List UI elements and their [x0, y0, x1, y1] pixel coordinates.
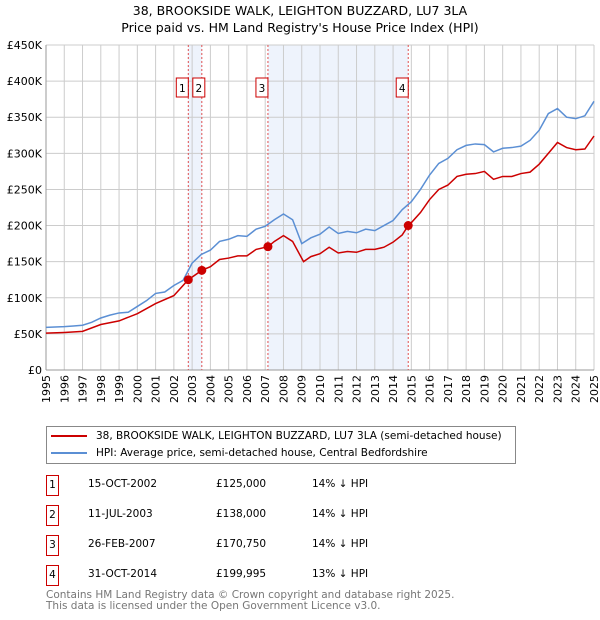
y-tick-label: £350K — [7, 111, 43, 124]
x-tick-label: 2025 — [588, 375, 600, 403]
x-tick-label: 2022 — [533, 375, 546, 403]
x-tick-label: 2008 — [277, 375, 290, 403]
x-tick-label: 2013 — [369, 375, 382, 403]
x-tick-label: 2002 — [168, 375, 181, 403]
legend-label-hpi: HPI: Average price, semi-detached house,… — [96, 447, 428, 459]
sale-number-badge: 1 — [46, 475, 59, 496]
sale-marker-label: 4 — [395, 77, 409, 98]
y-tick-label: £400K — [7, 75, 43, 88]
x-tick-label: 1998 — [95, 375, 108, 403]
sale-point — [183, 275, 193, 285]
legend: 38, BROOKSIDE WALK, LEIGHTON BUZZARD, LU… — [46, 426, 516, 464]
sale-marker-number: 4 — [399, 83, 406, 95]
chart-title: 38, BROOKSIDE WALK, LEIGHTON BUZZARD, LU… — [132, 3, 468, 18]
x-tick-label: 2007 — [259, 375, 272, 403]
sale-price: £125,000 — [216, 478, 267, 490]
sale-point — [403, 221, 413, 231]
x-tick-label: 2015 — [405, 375, 418, 403]
sale-date: 15-OCT-2002 — [88, 478, 157, 490]
plot-area: 1995 1996 1997 1998 1999 2000 2001 2002 2003 2004… — [7, 39, 600, 403]
sale-point — [263, 242, 273, 252]
sale-number-badge: 4 — [46, 565, 59, 586]
y-tick-label: £150K — [7, 256, 43, 269]
chart-subtitle: Price paid vs. HM Land Registry's House … — [121, 20, 479, 35]
sale-marker-box — [395, 77, 409, 98]
x-tick-label: 2012 — [351, 375, 364, 403]
x-tick-label: 2003 — [186, 375, 199, 403]
x-tick-label: 2009 — [296, 375, 309, 403]
sale-marker-label: 3 — [255, 77, 269, 98]
x-tick-label: 2021 — [515, 375, 528, 403]
sale-price: £138,000 — [216, 508, 267, 520]
sale-marker-label: 2 — [192, 77, 206, 98]
x-tick-label: 2006 — [241, 375, 254, 403]
sale-marker-box — [192, 77, 206, 98]
sale-hpi-diff: 13% ↓ HPI — [312, 568, 369, 580]
sale-hpi-diff: 14% ↓ HPI — [312, 508, 369, 520]
sale-marker-number: 1 — [179, 83, 186, 95]
y-tick-label: £0 — [28, 364, 42, 377]
x-tick-label: 2023 — [551, 375, 564, 403]
x-tick-label: 2011 — [332, 375, 345, 403]
y-tick-label: £300K — [7, 147, 43, 160]
x-tick-label: 2016 — [424, 375, 437, 403]
hpi-line — [45, 100, 595, 329]
y-tick-label: £200K — [7, 220, 43, 233]
x-tick-label: 2017 — [442, 375, 455, 403]
sale-marker-number: 3 — [259, 83, 266, 95]
x-tick-label: 2004 — [204, 375, 217, 403]
sale-point — [197, 265, 207, 275]
legend-swatch-hpi — [51, 452, 87, 454]
legend-label-property: 38, BROOKSIDE WALK, LEIGHTON BUZZARD, LU… — [96, 430, 502, 442]
x-tick-label: 2005 — [223, 375, 236, 403]
sale-date: 11-JUL-2003 — [88, 508, 153, 520]
sale-date: 26-FEB-2007 — [88, 538, 156, 550]
x-tick-label: 1996 — [58, 375, 71, 403]
y-tick-label: £250K — [7, 183, 43, 196]
y-tick-label: £450K — [7, 39, 43, 52]
legend-swatch-property — [51, 435, 87, 437]
sale-hpi-diff: 14% ↓ HPI — [312, 538, 369, 550]
x-tick-label: 1997 — [77, 375, 90, 403]
sale-marker-number: 2 — [195, 83, 202, 95]
y-tick-label: £50K — [14, 328, 43, 341]
sale-marker-label: 1 — [175, 77, 189, 98]
sale-number-badge: 3 — [46, 535, 59, 556]
x-tick-label: 2018 — [460, 375, 473, 403]
x-tick-label: 2020 — [497, 375, 510, 403]
footer-line-1: Contains HM Land Registry data © Crown c… — [46, 589, 455, 601]
x-tick-label: 2001 — [150, 375, 163, 403]
footer-line-2: This data is licensed under the Open Gov… — [46, 600, 381, 612]
sale-date: 31-OCT-2014 — [88, 568, 157, 580]
x-tick-label: 2010 — [314, 375, 327, 403]
sale-hpi-diff: 14% ↓ HPI — [312, 478, 369, 490]
x-tick-label: 2024 — [570, 375, 583, 403]
sale-price: £170,750 — [216, 538, 267, 550]
sale-marker-box — [255, 77, 269, 98]
sale-price: £199,995 — [216, 568, 267, 580]
sale-marker-box — [175, 77, 189, 98]
x-tick-label: 2014 — [387, 375, 400, 403]
footer: Contains HM Land Registry data © Crown c… — [46, 590, 454, 612]
x-tick-label: 2000 — [131, 375, 144, 403]
x-tick-label: 1995 — [40, 375, 53, 403]
y-tick-label: £100K — [7, 292, 43, 305]
sale-number-badge: 2 — [46, 505, 59, 526]
x-tick-label: 1999 — [113, 375, 126, 403]
x-tick-label: 2019 — [478, 375, 491, 403]
